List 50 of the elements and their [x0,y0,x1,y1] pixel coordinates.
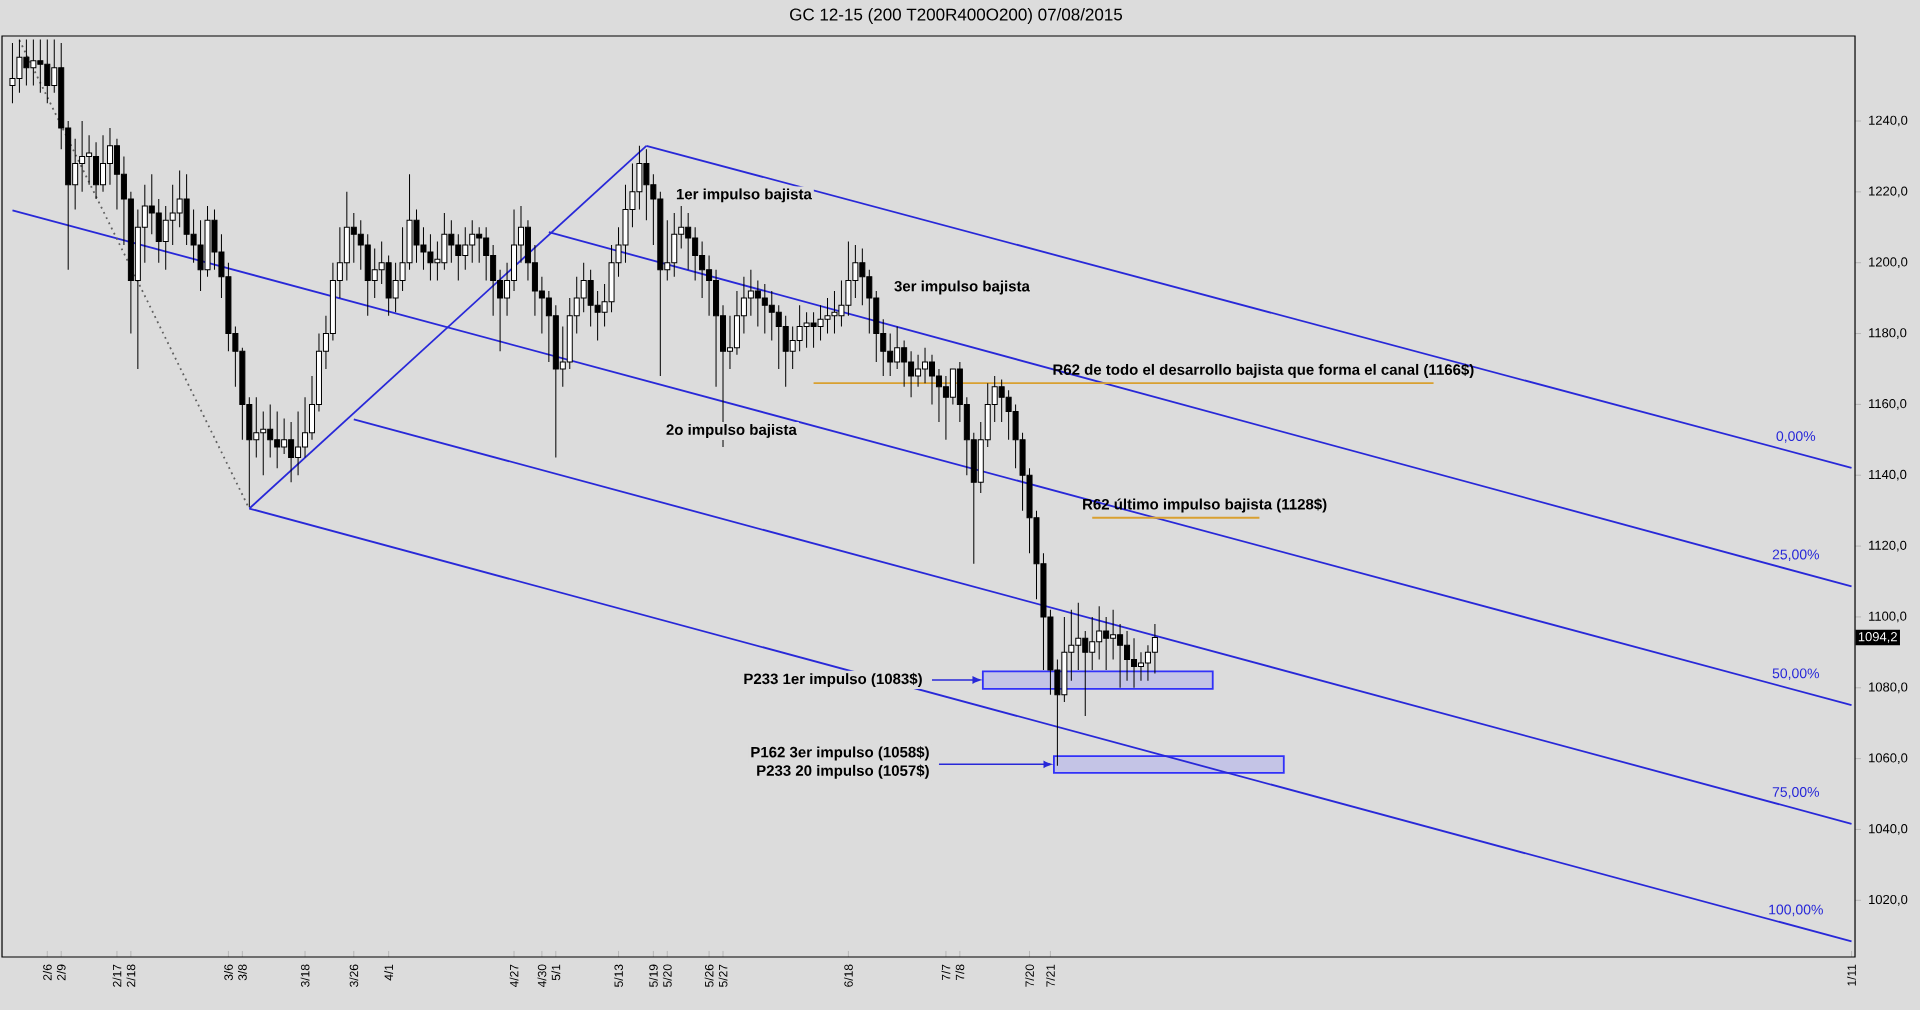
y-tick-label: 1220,0 [1869,186,1908,198]
x-tick-label: 2/6 [42,964,52,981]
x-tick-label: 5/27 [718,964,728,987]
series-label: 25,00% [1772,549,1820,562]
y-tick-label: 1040,0 [1869,824,1908,835]
y-tick-label: 1200,0 [1869,257,1908,269]
y-tick-label: 1160,0 [1869,399,1907,410]
x-tick-label: 5/20 [662,964,672,987]
x-tick-label: 3/18 [300,964,310,987]
x-tick-label: 5/13 [614,964,623,987]
series-label: 100,00% [1769,904,1823,917]
annotation: P162 3er impulso (1058$) [751,746,929,761]
series-label: 75,00% [1772,787,1820,799]
chart-title: GC 12-15 (200 T200R400O200) 07/08/2015 [790,8,1123,24]
series-label: R62 de todo el desarrollo bajista que forma el canal (1166$) [1053,363,1474,378]
x-tick-label: 5/19 [648,964,658,987]
y-tick-label: 1100,0 [1869,611,1907,623]
annotation: 1er impulso bajista [676,188,812,203]
x-tick-label: 7/20 [1025,964,1034,987]
x-tick-label: 5/1 [551,964,561,981]
x-tick-label: 1/11 [1847,964,1856,986]
y-tick-label: 1080,0 [1869,682,1908,694]
y-tick-label: 1020,0 [1869,894,1908,906]
x-tick-label: 7/7 [941,964,951,981]
x-tick-label: 2/9 [56,964,66,981]
y-tick-label: 1240,0 [1869,115,1908,127]
x-tick-label: 3/6 [223,964,233,981]
series-label: R62 último impulso bajista (1128$) [1083,498,1327,513]
x-tick-label: 3/26 [349,964,359,987]
text: 1094,2 [1858,632,1897,643]
x-tick-label: 6/18 [843,964,853,987]
x-tick-label: 4/1 [384,964,394,981]
y-tick-label: 1180,0 [1869,328,1907,339]
y-tick-label: 1120,0 [1869,540,1907,552]
x-tick-label: 3/8 [237,964,247,981]
x-tick-label: 2/17 [112,964,122,987]
x-tick-label: 5/26 [704,964,714,987]
series-label: 50,00% [1772,668,1820,680]
x-tick-label: 7/21 [1045,964,1055,987]
series-label: 0,00% [1776,431,1816,443]
annotation: P233 20 impulso (1057$) [757,764,929,779]
x-tick-label: 4/30 [537,964,547,988]
x-tick-label: 4/27 [509,964,519,988]
annotation: P233 1er impulso (1083$) [744,672,922,688]
x-tick-label: 2/18 [126,964,136,987]
annotation: 2o impulso bajista [666,423,797,438]
y-tick-label: 1140,0 [1869,469,1907,481]
x-tick-label: 7/8 [955,964,965,981]
annotation: 3er impulso bajista [894,280,1030,295]
y-tick-label: 1060,0 [1869,753,1908,764]
